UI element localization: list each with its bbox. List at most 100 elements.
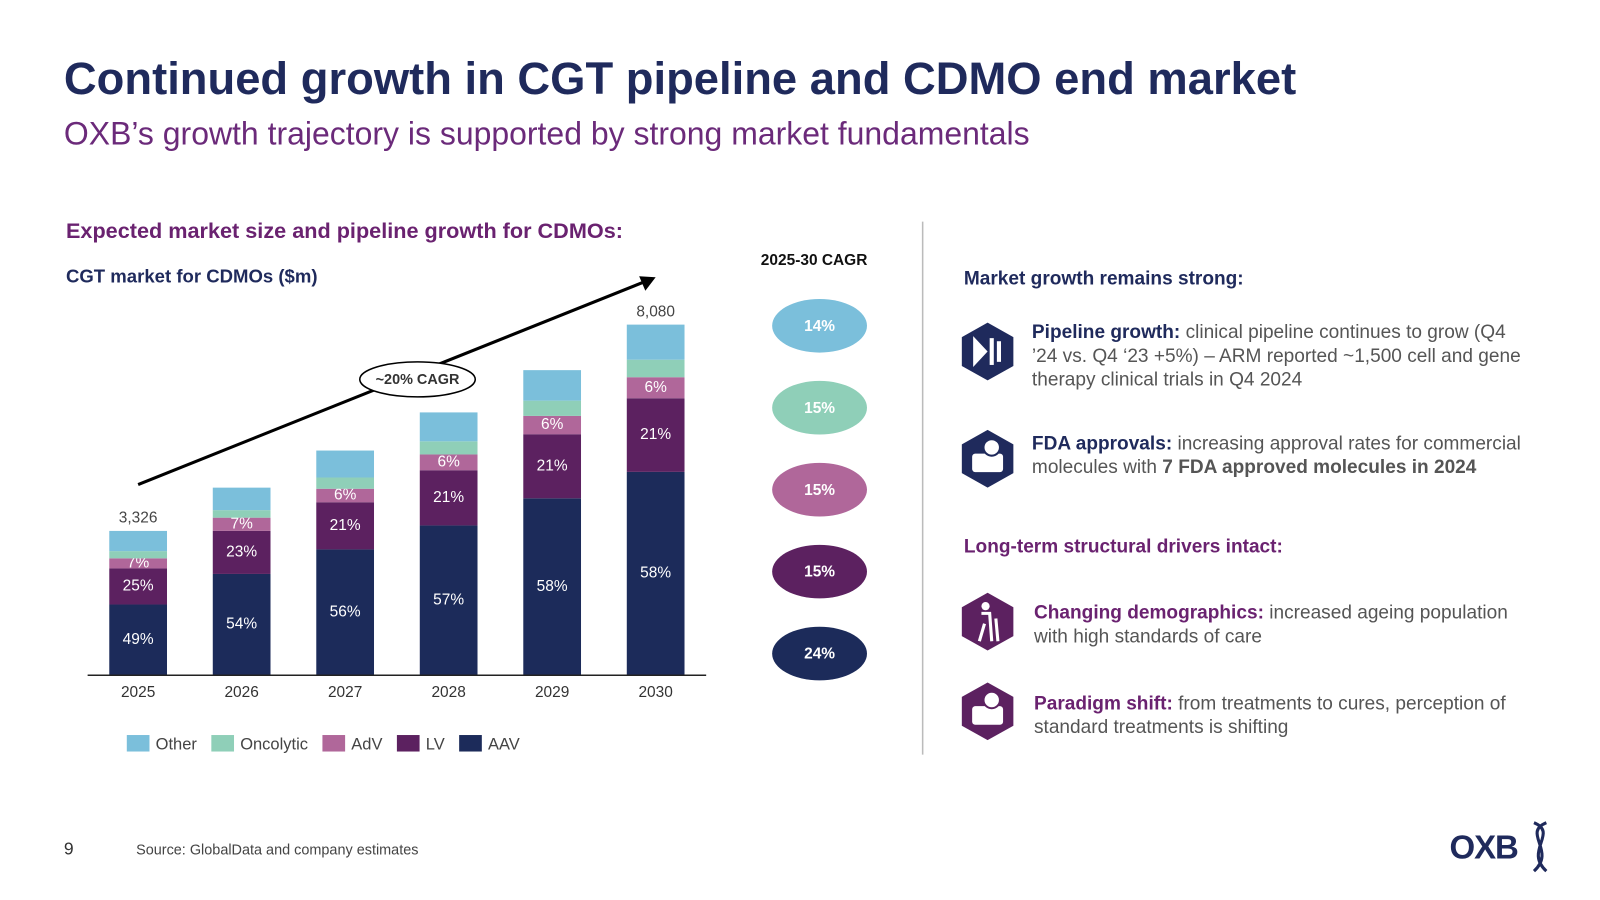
segment-label: 57% [433,591,464,608]
legend-swatch [322,735,346,752]
bar-segment [212,510,271,518]
bar-segment [316,502,375,550]
bullet-text: increased ageing population with high st… [1033,601,1508,647]
bullet: Paradigm shift: from treatments to cures… [1034,691,1524,738]
bar-segment [419,412,478,442]
bar-segment [212,487,271,511]
segment-label: 6% [334,487,357,504]
cagr-oval [772,462,867,517]
bar-segment [212,517,271,531]
bullet-label: Changing demographics: [1033,601,1264,623]
legend-label: Oncolytic [240,736,308,754]
segment-label: 7% [127,554,150,571]
chart-title: CGT market for CDMOs ($m) [65,265,318,287]
bar-segment [109,604,168,676]
segment-label: 49% [123,631,154,648]
bar-segment [316,488,375,503]
title: Continued growth in CGT pipeline and CDM… [63,53,1297,105]
legend-swatch [396,735,420,752]
icon-paradigm [961,682,1014,741]
bar-segment [523,370,582,401]
arrow-head [639,276,656,291]
bar-segment [626,471,685,676]
bar-segment [109,568,168,605]
bar-segment [523,415,582,435]
bar-segment [316,549,375,676]
x-tick-label: 2026 [224,684,258,701]
cagr-label: 15% [804,482,835,499]
bullet: Changing demographics: increased ageing … [1034,600,1524,647]
bullet: Pipeline growth: clinical pipeline conti… [1032,320,1522,391]
bar-segment [419,454,478,471]
logo: OXB [1449,828,1518,866]
segment-label: 54% [226,616,257,633]
segment-label: 7% [230,515,253,532]
bar-segment [626,324,685,360]
annotation-oval [359,361,477,398]
legend-swatch [126,735,150,752]
heading: Long-term structural drivers intact: [963,535,1283,557]
bullet-label: Paradigm shift: [1033,691,1173,714]
bar-segment [523,434,582,499]
legend-label: LV [426,736,445,754]
segment-label: 6% [541,416,564,433]
total-label: 8,080 [636,303,675,320]
segment-label: 21% [330,517,361,534]
bullet-text: clinical pipeline continues to grow (Q4 … [1031,320,1521,390]
legend-label: AAV [488,736,520,754]
legend-label: Other [156,736,198,754]
bar-segment [419,525,478,676]
legend-swatch [459,735,482,752]
segment-label: 6% [437,453,460,470]
bar-segment [523,400,582,416]
legend-swatch [211,735,235,752]
icon-demographics [961,592,1014,651]
annotation: ~20% CAGR [376,372,460,388]
bullet-emphasis: 7 FDA approved molecules in 2024 [1162,455,1477,478]
cagr-label: 24% [804,646,835,663]
icon-fda [961,429,1014,488]
bar-segment [626,359,685,378]
cagr-oval [772,298,867,353]
segment-label: 21% [433,489,464,506]
bar-segment [109,530,168,552]
segment-label: 6% [644,379,667,396]
source: Source: GlobalData and company estimates [136,841,419,858]
subtitle: OXB’s growth trajectory is supported by … [63,115,1030,152]
x-tick-label: 2030 [638,684,672,701]
bullet: FDA approvals: increasing approval rates… [1032,431,1522,478]
segment-label: 25% [123,578,154,595]
logo-helix [1532,821,1548,873]
x-tick-label: 2027 [328,684,362,701]
bar-segment [523,498,582,676]
page-number: 9 [63,839,74,859]
bullet-label: FDA approvals: [1031,431,1173,454]
bullet-text: from treatments to cures, perception of … [1033,691,1506,738]
segment-label: 21% [640,426,671,443]
bar-segment [109,551,168,559]
segment-label: 21% [537,457,568,474]
bar-segment [419,441,478,455]
icon-pipeline [961,322,1014,381]
cagr-label: 15% [804,400,835,417]
bar-segment [212,573,271,676]
x-tick-label: 2025 [121,684,155,701]
cagr-oval [772,380,867,435]
x-tick-label: 2028 [431,684,465,701]
bar-segment [316,450,375,478]
cagr-label: 15% [804,564,835,581]
bar-segment [109,558,168,569]
segment-label: 23% [226,543,257,560]
segment-label: 56% [330,603,361,620]
bar-segment [419,470,478,526]
cagr-title: 2025-30 CAGR [760,251,868,270]
total-label: 3,326 [119,510,158,527]
bullet-text: increasing approval rates for commercial… [1031,431,1521,478]
cagr-oval [772,626,867,681]
segment-label: 58% [537,578,568,595]
bullet-label: Pipeline growth: [1031,320,1181,343]
x-tick-label: 2029 [535,684,569,701]
